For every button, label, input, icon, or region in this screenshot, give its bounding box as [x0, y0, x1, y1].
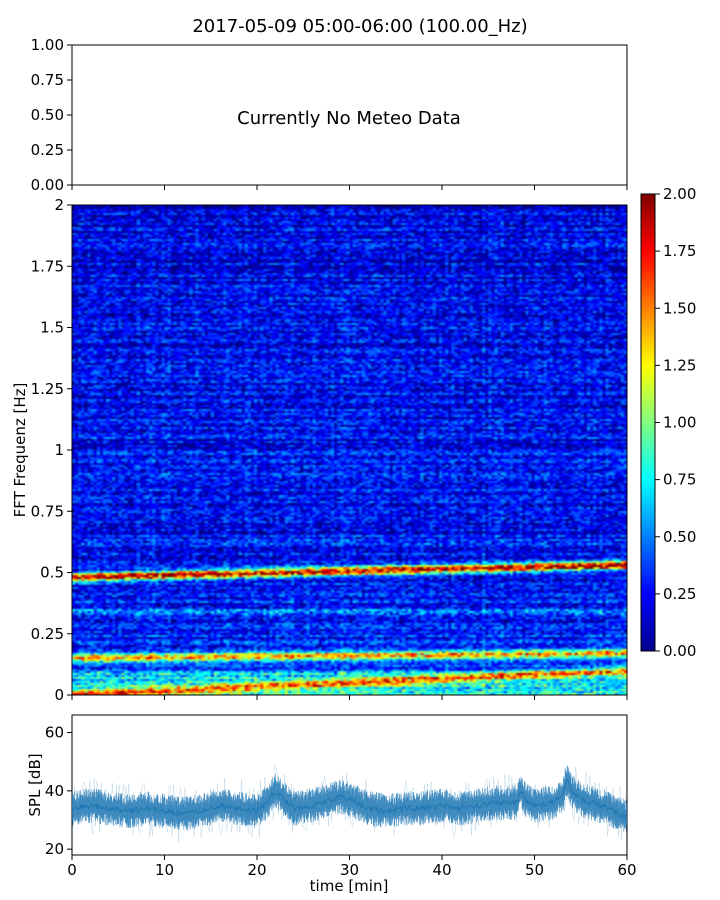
spl-plot-area	[71, 714, 628, 856]
spl-xtick-label: 20	[247, 861, 266, 879]
spectrogram-ytick-label: 1.5	[40, 319, 64, 337]
colorbar-tick-label: 2.00	[663, 185, 696, 203]
spl-series	[72, 764, 627, 842]
spectrogram-heatmap	[72, 205, 627, 695]
meteo-ytick-label: 0.50	[31, 106, 64, 124]
spl-xtick-label: 40	[432, 861, 451, 879]
spl-ytick-label: 40	[45, 782, 64, 800]
meteo-ytick-label: 1.00	[31, 36, 64, 54]
spectrogram-ytick-label: 0	[54, 686, 64, 704]
spl-xtick-label: 10	[155, 861, 174, 879]
spectrogram-ytick-label: 0.75	[31, 502, 64, 520]
meteo-ytick-label: 0.75	[31, 71, 64, 89]
spectrogram-image	[72, 205, 627, 695]
spectrogram-panel: 0 0.25 0.5 0.75 1 1.25 1.5 1.75 2 FFT Frequenz […	[11, 196, 628, 704]
spl-ytick-label: 60	[45, 724, 64, 742]
spl-ytick-label: 20	[45, 840, 64, 858]
spl-axes: 20 40 60 0 10 20 30 40 50 60	[45, 724, 637, 880]
spectrogram-ytick-label: 2	[54, 196, 64, 214]
meteo-axes: 0.00 0.25 0.50 0.75 1.00	[31, 36, 628, 194]
spl-xtick-label: 30	[340, 861, 359, 879]
meteo-panel: Currently No Meteo Data 0.00 0.25 0.50 0.75…	[31, 36, 628, 194]
colorbar-gradient	[640, 193, 656, 652]
spl-xtick-label: 60	[617, 861, 636, 879]
colorbar-tick-label: 1.50	[663, 299, 696, 317]
spl-xlabel: time [min]	[310, 877, 389, 895]
colorbar-axis: 0.00 0.25 0.50 0.75 1.00 1.25 1.50 1.75 2.00	[655, 185, 696, 660]
spectrogram-ytick-label: 0.5	[40, 564, 64, 582]
figure-title: 2017-05-09 05:00-06:00 (100.00_Hz)	[192, 16, 527, 37]
spl-panel: 20 40 60 0 10 20 30 40 50 60 SPL [dB] time [min]	[26, 714, 637, 895]
spl-xtick-label: 50	[525, 861, 544, 879]
spectrogram-axes: 0 0.25 0.5 0.75 1 1.25 1.5 1.75 2	[31, 196, 628, 704]
colorbar-tick-label: 0.00	[663, 642, 696, 660]
spl-line	[72, 779, 627, 821]
spectrogram-ytick-label: 1.25	[31, 380, 64, 398]
colorbar-tick-label: 1.25	[663, 356, 696, 374]
meteo-ytick-label: 0.25	[31, 141, 64, 159]
colorbar-tick-label: 0.75	[663, 471, 696, 489]
spectrogram-ytick-label: 1.75	[31, 257, 64, 275]
colorbar-tick-label: 1.00	[663, 414, 696, 432]
colorbar-tick-label: 1.75	[663, 242, 696, 260]
meteo-plot-area	[71, 44, 628, 186]
spectrogram-ytick-label: 1	[54, 441, 64, 459]
colorbar-tick-label: 0.50	[663, 528, 696, 546]
meteo-ytick-label: 0.00	[31, 176, 64, 194]
spl-xtick-label: 0	[67, 861, 77, 879]
colorbar: 0.00 0.25 0.50 0.75 1.00 1.25 1.50 1.75 2.00	[640, 185, 696, 660]
spectrogram-ytick-label: 0.25	[31, 625, 64, 643]
meteo-annotation: Currently No Meteo Data	[237, 108, 461, 129]
spectrogram-ylabel: FFT Frequenz [Hz]	[11, 383, 29, 518]
spl-ylabel: SPL [dB]	[26, 753, 44, 816]
colorbar-tick-label: 0.25	[663, 585, 696, 603]
